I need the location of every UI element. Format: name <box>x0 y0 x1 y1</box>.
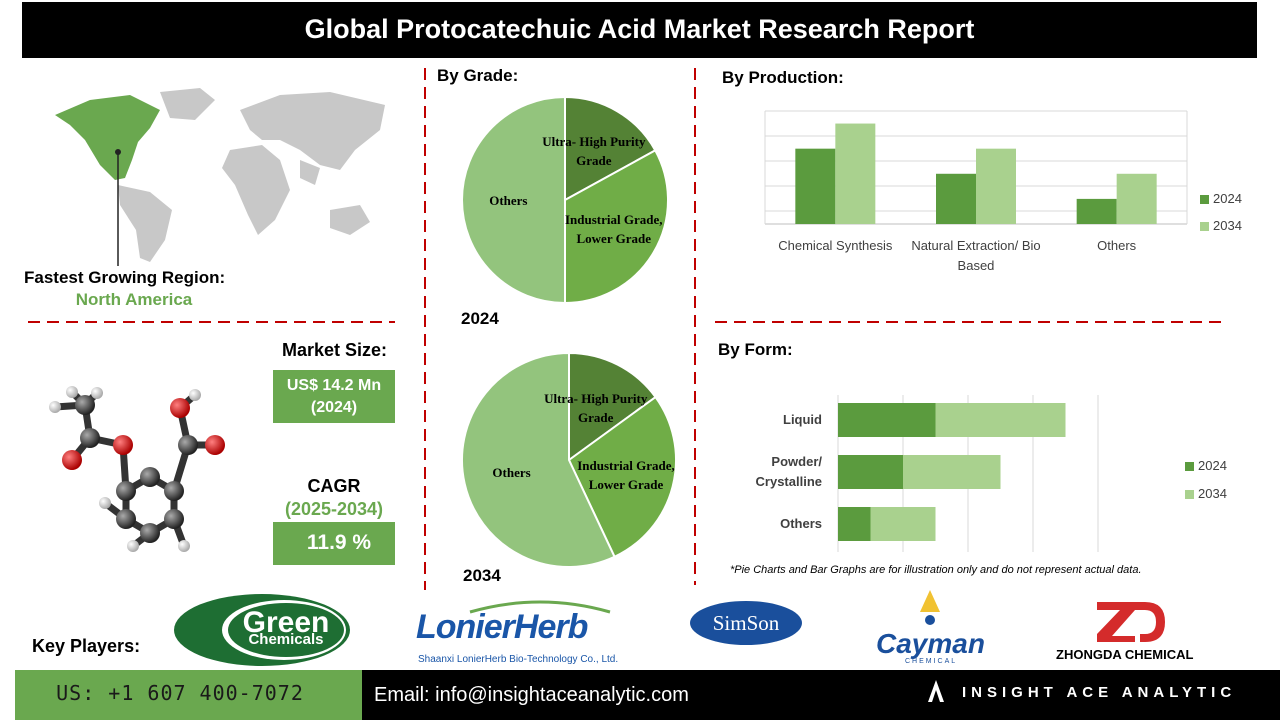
world-map <box>55 88 385 262</box>
x-tick-label: Others <box>1097 238 1137 253</box>
bar <box>838 507 871 541</box>
bar <box>795 148 836 224</box>
market-size-label: Market Size: <box>282 340 388 360</box>
slice-label: Ultra- High Purity Grade <box>542 134 646 169</box>
slice-label: Others <box>489 192 528 208</box>
bar <box>835 123 876 224</box>
pie-year: 2034 <box>463 566 501 585</box>
logo-zhongda <box>1097 602 1165 642</box>
region-value: North America <box>75 290 193 309</box>
header-band <box>22 2 1257 58</box>
slice-label: Industrial Grade, Lower Grade <box>564 211 663 246</box>
footer-phone-band <box>15 670 362 720</box>
logo-green-chemicals <box>174 594 350 666</box>
bar <box>1076 198 1117 224</box>
brand-icon <box>928 680 944 702</box>
legend-swatch <box>1185 490 1194 499</box>
legend-label: 2034 <box>1213 218 1242 233</box>
bar <box>935 403 1066 437</box>
logo-sub: Chemicals <box>248 631 324 648</box>
header-title: Global Protocatechuic Acid Market Resear… <box>304 14 975 44</box>
bar <box>976 148 1016 224</box>
slice-label: Industrial Grade, Lower Grade <box>577 457 675 492</box>
footer-phone: US: +1 607 400-7072 <box>56 681 304 705</box>
cagr-box <box>273 522 395 565</box>
footer-brand: INSIGHT ACE ANALYTIC <box>962 684 1237 701</box>
slice-label: Ultra- High Purity Grade <box>544 390 648 425</box>
y-tick-label: Powder/ Crystalline <box>755 454 822 489</box>
bar <box>1116 173 1157 224</box>
logo-name: Green <box>242 606 330 639</box>
footer-email: Email: info@insightaceanalytic.com <box>374 684 689 706</box>
bar <box>903 455 1001 489</box>
x-tick-label: Chemical Synthesis <box>778 238 893 253</box>
bar <box>838 403 936 437</box>
note: *Pie Charts and Bar Graphs are for illus… <box>730 564 1142 576</box>
logo-simson <box>690 601 802 645</box>
bar <box>870 507 936 541</box>
logo-sub: Shaanxi LonierHerb Bio-Technology Co., L… <box>418 654 619 665</box>
atoms <box>49 386 225 552</box>
pin <box>115 149 121 155</box>
y-tick-label: Liquid <box>783 412 822 427</box>
key-players-label: Key Players: <box>32 636 141 656</box>
chart-title: By Grade: <box>437 66 519 85</box>
bar <box>936 173 976 224</box>
y-tick-label: Others <box>780 516 822 531</box>
dividers <box>28 68 1225 590</box>
pie-slice <box>567 395 677 559</box>
market-size-box <box>273 370 395 423</box>
pie-slice <box>461 95 566 305</box>
legend-swatch <box>1200 222 1209 231</box>
legend-swatch <box>1185 462 1194 471</box>
bar <box>838 455 903 489</box>
cagr-value: 11.9 % <box>306 531 372 554</box>
cagr-period: (2025-2034) <box>284 499 384 519</box>
legend-label: 2024 <box>1213 191 1242 206</box>
logo-name: Cayman <box>876 628 985 659</box>
chart-title: By Form: <box>718 340 793 359</box>
logo-name: SimSon <box>712 611 780 635</box>
market-size-value: US$ 14.2 Mn (2024) <box>286 377 382 416</box>
region-label: Fastest Growing Region: <box>24 268 226 287</box>
pie-year: 2024 <box>461 309 499 328</box>
slice-label: Others <box>492 465 531 481</box>
logo-lonierherb <box>469 600 611 614</box>
x-tick-label: Natural Extraction/ Bio Based <box>911 238 1041 273</box>
logo-cayman <box>920 590 940 625</box>
legend-label: 2024 <box>1198 458 1227 473</box>
logo-name: LonierHerb <box>416 608 588 646</box>
pie-slice <box>461 351 616 568</box>
legend-label: 2034 <box>1198 486 1227 501</box>
logo-sub: CHEMICAL <box>905 658 958 665</box>
logo-name: ZHONGDA CHEMICAL <box>1056 647 1194 662</box>
pie-slice <box>564 95 657 202</box>
cagr-label: CAGR <box>307 476 361 496</box>
chart-title: By Production: <box>722 68 844 87</box>
footer-band <box>362 670 1280 720</box>
legend-swatch <box>1200 195 1209 204</box>
pie-slice <box>564 149 669 305</box>
pie-slice <box>568 351 657 462</box>
